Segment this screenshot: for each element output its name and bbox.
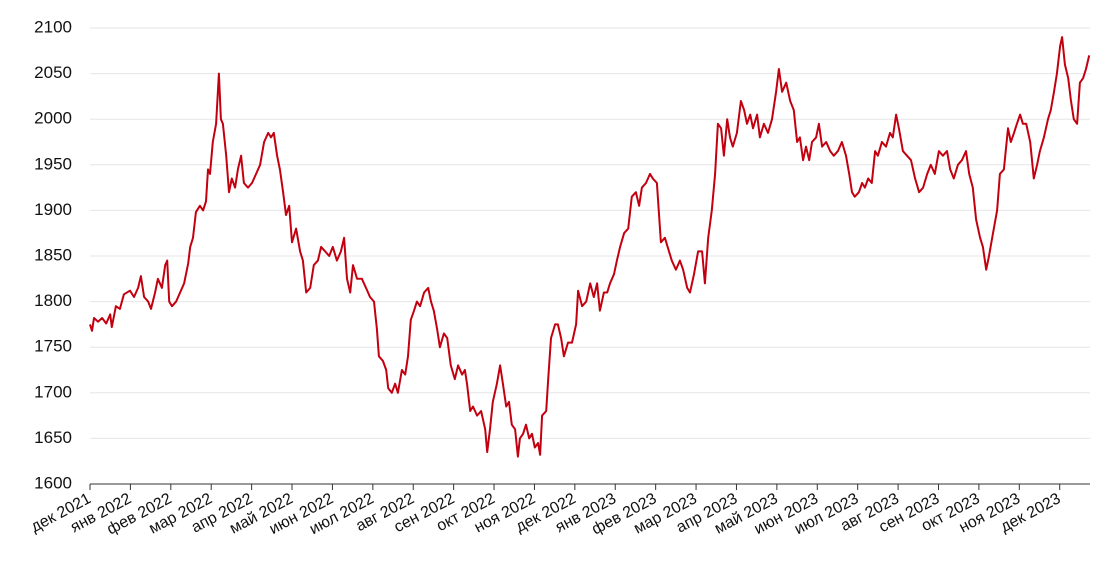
y-tick-label: 1700 [34, 382, 72, 401]
y-tick-label: 1950 [34, 154, 72, 173]
line-series [89, 36, 1091, 458]
y-tick-label: 1850 [34, 245, 72, 264]
y-tick-label: 1750 [34, 337, 72, 356]
y-tick-label: 1650 [34, 428, 72, 447]
y-tick-label: 1900 [34, 200, 72, 219]
y-tick-label: 1800 [34, 291, 72, 310]
y-tick-label: 2000 [34, 109, 72, 128]
y-tick-label: 2100 [34, 17, 72, 36]
y-tick-label: 1600 [34, 473, 72, 492]
y-tick-label: 2050 [34, 63, 72, 82]
